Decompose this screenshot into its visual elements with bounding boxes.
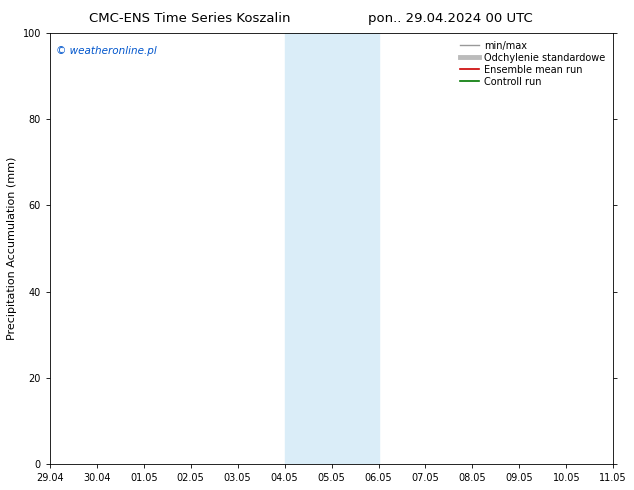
Text: pon.. 29.04.2024 00 UTC: pon.. 29.04.2024 00 UTC bbox=[368, 12, 533, 25]
Legend: min/max, Odchylenie standardowe, Ensemble mean run, Controll run: min/max, Odchylenie standardowe, Ensembl… bbox=[457, 38, 609, 90]
Bar bbox=[285, 33, 378, 464]
Text: CMC-ENS Time Series Koszalin: CMC-ENS Time Series Koszalin bbox=[89, 12, 291, 25]
Text: © weatheronline.pl: © weatheronline.pl bbox=[56, 46, 157, 56]
Y-axis label: Precipitation Accumulation (mm): Precipitation Accumulation (mm) bbox=[7, 157, 17, 340]
